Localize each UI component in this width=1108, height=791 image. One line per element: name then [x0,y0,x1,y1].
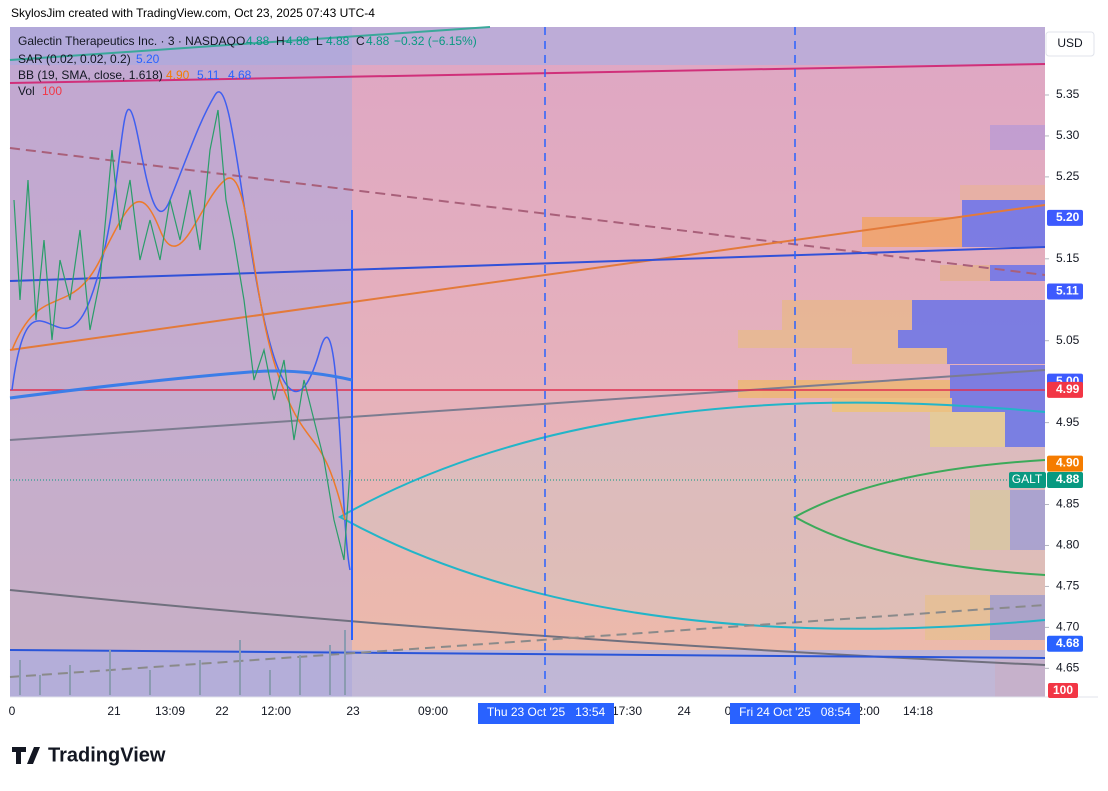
symbol-badge-label: GALT [1012,472,1043,486]
y-tick-label: 5.25 [1056,169,1080,183]
x-tick-label: 24 [677,704,691,718]
volume-badge-label: 100 [1053,683,1073,697]
price-badge-label: 4.68 [1056,636,1080,650]
y-tick-label: 4.65 [1056,661,1080,675]
price-badge-label: 5.20 [1056,210,1080,224]
y-tick-label: 4.85 [1056,497,1080,511]
price-badge-label: 5.11 [1056,284,1079,298]
legend-vol-value: 100 [42,84,62,98]
price-badge [1047,381,1083,398]
price-badge [1047,635,1083,652]
legend-symbol: Galectin Therapeutics Inc. · 3 · NASDAQ [18,34,236,48]
projection-area [340,402,1045,629]
legend-bb-value: 4.68 [228,68,252,82]
x-tick-label: 21 [107,704,121,718]
y-tick-label: 5.30 [1056,128,1080,142]
legend-sar-value: 5.20 [136,52,160,66]
y-tick-label: 5.05 [1056,333,1080,347]
brand: TradingView [48,744,166,766]
legend-vol: Vol [18,84,35,98]
y-tick-label: 4.95 [1056,415,1080,429]
legend-bb: BB (19, SMA, close, 1.618) [18,68,163,82]
drawings [9,26,1046,697]
symbol-badge [1009,471,1046,488]
price-badge [1047,455,1083,472]
currency-button[interactable] [1045,31,1095,57]
x-tick-label: 13:09 [155,704,185,718]
cursor-badge-label: Fri 24 Oct '25 08:54 [739,705,851,719]
x-tick-label: 17:30 [612,704,642,718]
volume-badge [1048,683,1078,698]
ohlc-key: H [276,34,285,48]
history-zone [10,27,352,697]
credit: SkylosJim created with TradingView.com, … [11,6,375,20]
x-tick-label: 0 [725,704,732,718]
logo-mark [12,747,40,764]
ohlc-key: C [356,34,365,48]
ohlc-value: 4.88 [246,34,270,48]
x-tick-label: 23 [346,704,360,718]
x-tick-label: 12:00 [261,704,291,718]
legend: Galectin Therapeutics Inc. · 3 · NASDAQ … [18,34,477,98]
x-tick-label: 22 [215,704,229,718]
price-badge-label: 4.90 [1056,456,1080,470]
cursor-badge [478,703,614,724]
y-tick-label: 5.35 [1056,87,1080,101]
price-axis [1045,27,1098,697]
ohlc-key: L [316,34,323,48]
x-tick-label: 0 [9,704,16,718]
currency: USD [1057,36,1083,50]
ohlc-value: 4.88 [366,34,390,48]
x-tick-label: 09:00 [418,704,448,718]
x-tick-label: 2:00 [856,704,880,718]
price-badge [1047,209,1083,226]
change: −0.32 (−6.15%) [394,34,477,48]
y-tick-label: 4.70 [1056,620,1080,634]
price-badge-label: 4.99 [1056,382,1080,396]
ohlc-value: 4.88 [286,34,310,48]
price-badge [1047,283,1083,300]
price-badge-label: 4.88 [1056,472,1080,486]
volume-profile [738,125,1045,697]
time-axis: 0 21 13:09 22 12:00 23 09:00 17:30 24 0 2:00 14:18 [9,704,934,718]
x-tick-label: 14:18 [903,704,933,718]
legend-bb-value: 4.90 [166,68,190,82]
y-tick-label: 4.75 [1056,579,1080,593]
cursor-badge-label: Thu 23 Oct '25 13:54 [487,705,606,719]
legend-sar: SAR (0.02, 0.02, 0.2) [18,52,131,66]
price-badge [1047,471,1083,488]
cursor-badge [730,703,860,724]
ohlc-key: O [236,34,245,48]
y-tick-label: 5.15 [1056,251,1080,265]
y-tick-label: 4.80 [1056,538,1080,552]
ohlc-value: 4.88 [326,34,350,48]
legend-bb-value: 5.11 [197,68,220,82]
